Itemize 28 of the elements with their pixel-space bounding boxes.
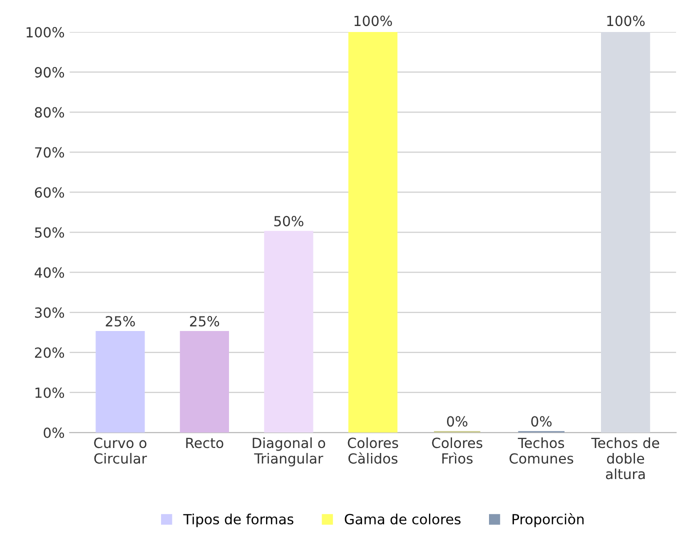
y-tick-label: 10% bbox=[35, 387, 64, 398]
data-label: 50% bbox=[274, 216, 304, 226]
data-label: 25% bbox=[106, 316, 135, 327]
data-label: 100% bbox=[607, 16, 645, 26]
y-tick-label: 30% bbox=[35, 307, 64, 318]
y-tick-label: 20% bbox=[34, 347, 64, 358]
y-tick-label: 70% bbox=[35, 147, 64, 158]
x-tick-label: Techos Comunes bbox=[510, 437, 574, 464]
legend-label: Proporciòn bbox=[512, 513, 584, 528]
y-tick-label: 100% bbox=[26, 27, 64, 38]
x-tick-label: Colores Càlidos bbox=[348, 437, 398, 464]
y-tick-label: 90% bbox=[34, 67, 64, 78]
x-tick-label: Diagonal o Triangular bbox=[252, 437, 326, 466]
y-tick-label: 80% bbox=[34, 107, 64, 118]
legend-label: Gama de colores bbox=[344, 514, 461, 524]
data-label: 0% bbox=[531, 416, 552, 427]
x-tick-label: Colores Frìos bbox=[432, 437, 482, 464]
x-tick-label: Recto bbox=[186, 438, 224, 448]
data-label: 100% bbox=[354, 16, 392, 26]
data-label: 0% bbox=[447, 416, 468, 427]
y-tick-label: 60% bbox=[34, 187, 64, 198]
y-tick-label: 40% bbox=[34, 267, 64, 278]
x-tick-label: Techos de doble altura bbox=[591, 437, 660, 480]
data-label: 25% bbox=[190, 316, 220, 327]
legend-label: Tipos de formas bbox=[183, 514, 294, 528]
x-tick-label: Curvo o Circular bbox=[94, 438, 147, 464]
y-tick-label: 0% bbox=[44, 428, 64, 438]
y-tick-label: 50% bbox=[35, 227, 64, 238]
